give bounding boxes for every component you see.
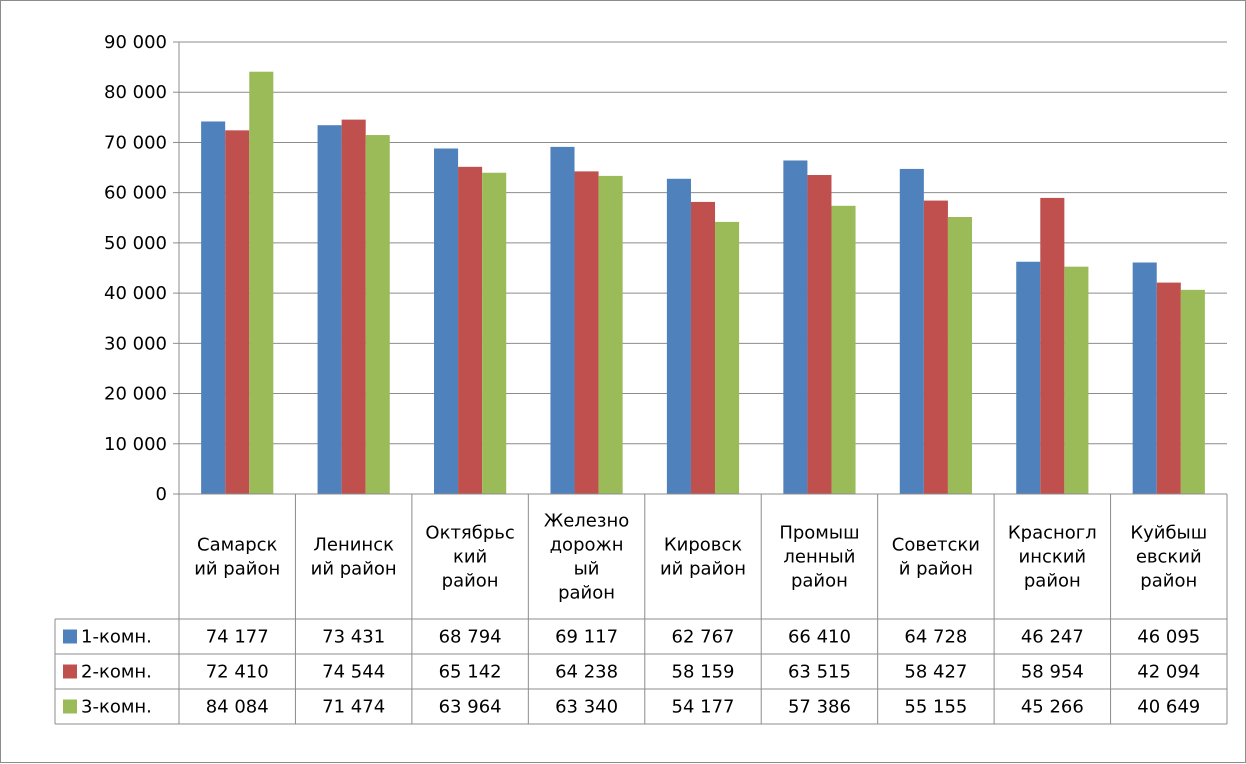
bar: [201, 121, 226, 495]
bar: [1064, 266, 1089, 494]
bar: [1156, 282, 1181, 494]
data-table-value: 74 544: [322, 662, 385, 683]
bar: [1040, 197, 1065, 494]
bar: [1180, 289, 1205, 494]
bar: [550, 146, 575, 494]
category-label: Самарск: [197, 535, 278, 556]
category-label: ий район: [311, 559, 397, 580]
data-table-value: 58 954: [1021, 662, 1084, 683]
bar: [899, 168, 924, 494]
category-label: кий: [453, 547, 487, 568]
data-table-value: 64 238: [555, 662, 618, 683]
data-table-value: 84 084: [206, 697, 269, 718]
data-table-value: 55 155: [904, 697, 967, 718]
y-tick-label: 70 000: [104, 132, 167, 153]
y-tick-label: 40 000: [104, 283, 167, 304]
category-label: район: [442, 571, 499, 592]
bar: [458, 166, 483, 494]
data-table-value: 71 474: [322, 697, 385, 718]
bar: [715, 221, 740, 494]
bar: [947, 216, 972, 494]
legend-key: [63, 664, 77, 679]
category-label: Советски: [892, 535, 980, 556]
legend-key: [63, 629, 77, 644]
category-label: Промыш: [779, 523, 859, 544]
bar: [434, 148, 459, 494]
category-label: район: [791, 571, 848, 592]
data-table-value: 66 410: [788, 627, 851, 648]
legend-key: [63, 699, 77, 714]
bar: [574, 171, 599, 494]
data-table-value: 72 410: [206, 662, 269, 683]
y-tick-label: 60 000: [104, 183, 167, 204]
category-label: инский: [1019, 547, 1087, 568]
data-table-value: 64 728: [904, 627, 967, 648]
bar: [249, 71, 274, 495]
y-tick-label: 50 000: [104, 233, 167, 254]
category-label: Октябрьс: [425, 523, 514, 544]
y-tick-label: 20 000: [104, 384, 167, 405]
bar: [666, 178, 691, 494]
bar: [1132, 262, 1157, 494]
bar: [341, 119, 366, 494]
category-label: Куйбыш: [1130, 523, 1207, 544]
data-table-value: 58 427: [904, 662, 967, 683]
bar: [225, 130, 250, 494]
category-label: Ленинск: [313, 535, 394, 556]
data-table-value: 65 142: [439, 662, 502, 683]
bar: [317, 125, 342, 495]
data-table-value: 46 247: [1021, 627, 1084, 648]
data-table-value: 46 095: [1137, 627, 1200, 648]
series-name: 1-комн.: [81, 627, 152, 648]
y-tick-label: 80 000: [104, 82, 167, 103]
data-table-value: 68 794: [439, 627, 502, 648]
category-label: евский: [1136, 547, 1202, 568]
data-table-value: 62 767: [672, 627, 735, 648]
bar: [690, 201, 716, 494]
data-table-value: 69 117: [555, 627, 618, 648]
y-tick-label: 90 000: [104, 32, 167, 53]
bar: [365, 135, 390, 494]
series-name: 3-комн.: [81, 697, 152, 718]
bar: [923, 200, 948, 494]
category-label: Красногл: [1008, 523, 1097, 544]
category-label: район: [558, 583, 615, 604]
data-table-value: 57 386: [788, 697, 851, 718]
category-label: ий район: [194, 559, 280, 580]
y-tick-label: 10 000: [104, 434, 167, 455]
bar: [482, 172, 507, 494]
series-name: 2-комн.: [81, 662, 152, 683]
category-label: ленный: [783, 547, 855, 568]
data-table-value: 40 649: [1137, 697, 1200, 718]
data-table-value: 63 964: [439, 697, 502, 718]
category-label: дорожн: [550, 535, 624, 556]
category-label: район: [1140, 571, 1197, 592]
bar: [807, 175, 832, 494]
category-label: ый: [574, 559, 600, 580]
data-table-value: 74 177: [206, 627, 269, 648]
category-label: район: [1024, 571, 1081, 592]
category-label: ий район: [660, 559, 746, 580]
bar: [598, 175, 623, 494]
data-table-value: 58 159: [672, 662, 735, 683]
bar: [1016, 261, 1041, 494]
category-label: Кировск: [664, 535, 742, 556]
data-table-value: 63 340: [555, 697, 618, 718]
data-table-value: 63 515: [788, 662, 851, 683]
category-label: Железно: [544, 511, 629, 532]
data-table-value: 54 177: [672, 697, 735, 718]
data-table-value: 73 431: [322, 627, 385, 648]
bar: [831, 205, 856, 495]
data-table-value: 45 266: [1021, 697, 1084, 718]
y-tick-label: 30 000: [104, 333, 167, 354]
bar: [783, 160, 808, 494]
category-label: й район: [899, 559, 973, 580]
data-table-value: 42 094: [1137, 662, 1200, 683]
y-tick-label: 0: [156, 484, 167, 505]
